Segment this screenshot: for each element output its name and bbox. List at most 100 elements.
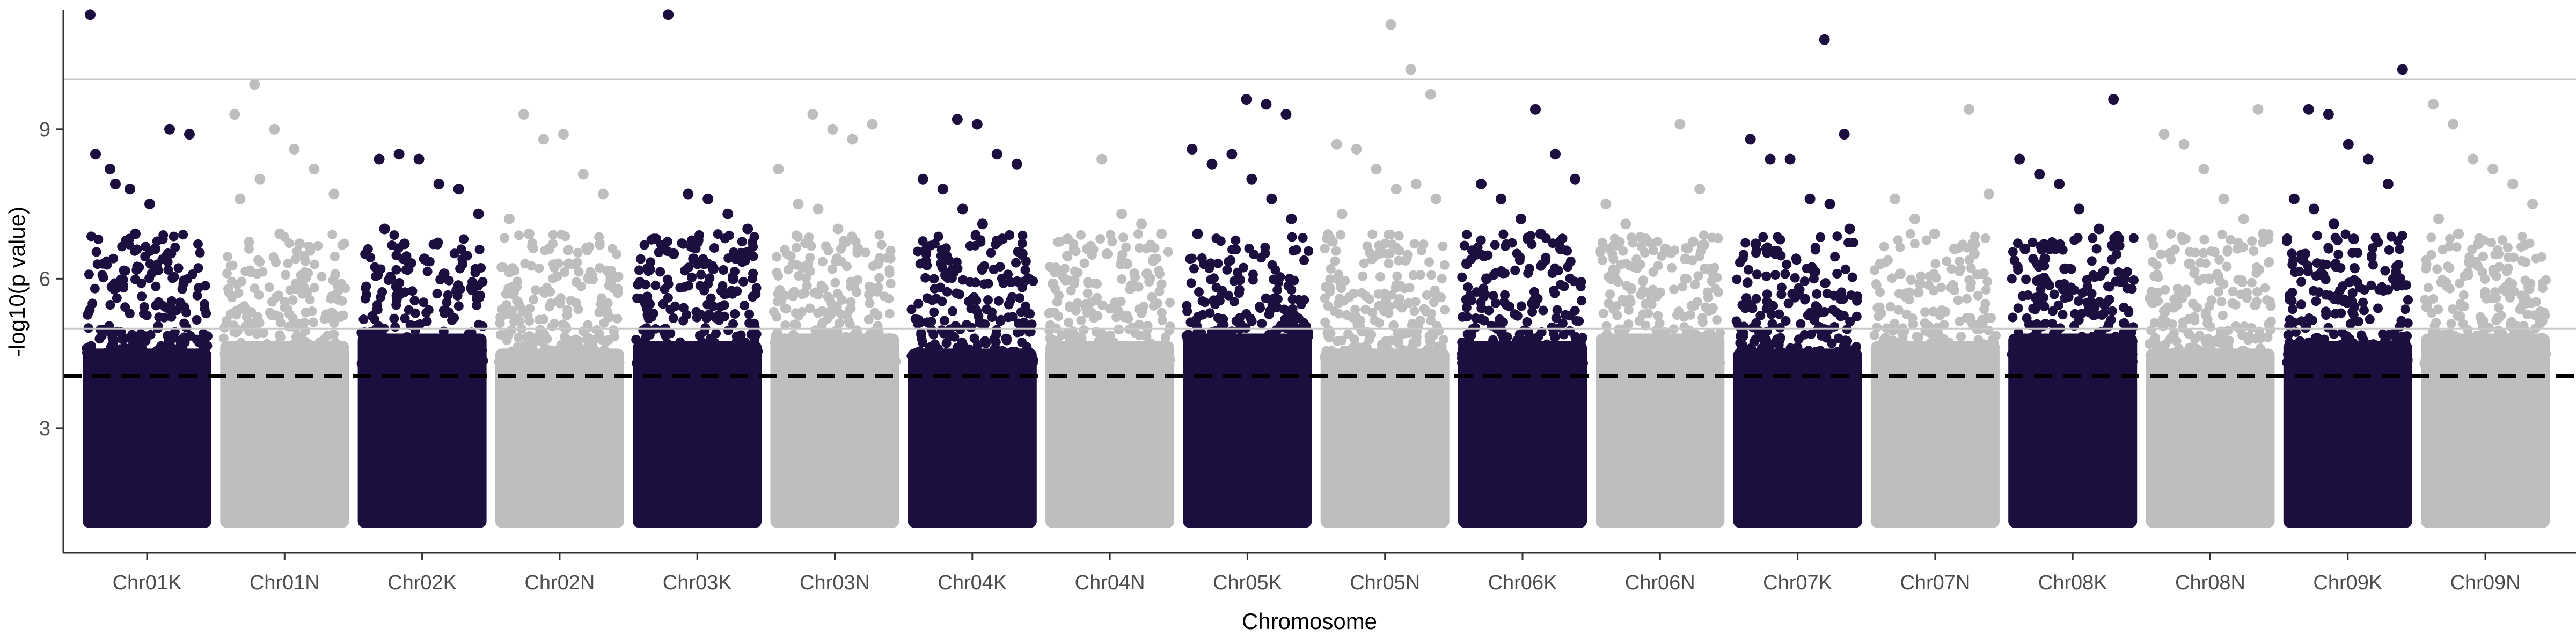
scatter-point [913,358,923,368]
scatter-point [679,282,690,292]
scatter-point [809,288,819,298]
scatter-point [218,333,229,343]
scatter-point [1072,355,1082,365]
peak-point-chr03n [773,164,784,175]
x-tick-label: Chr06N [1625,572,1695,594]
scatter-point [404,305,414,315]
peak-point-chr07n [1909,213,1920,224]
peak-point-chr09k [2328,218,2339,230]
scatter-point [290,284,301,294]
scatter-point [1553,266,1563,276]
scatter-point [1627,232,1636,243]
scatter-point [2160,284,2170,295]
scatter-point [323,355,333,364]
peak-point-chr08n [2258,228,2269,239]
peak-point-chr05k [1280,109,1292,120]
peak-point-chr08n [2164,248,2175,259]
scatter-point [1552,305,1562,315]
scatter-point [1894,289,1904,299]
scatter-point [2075,355,2085,365]
peak-point-chr02n [597,188,609,200]
scatter-point [1001,333,1011,343]
scatter-point [255,257,265,267]
scatter-point [449,248,459,259]
peak-point-chr09n [2468,153,2479,165]
scatter-point [640,357,650,367]
scatter-point [1359,352,1368,362]
scatter-point [1342,310,1352,320]
scatter-point [2163,302,2172,312]
scatter-point [534,263,544,273]
scatter-point [288,355,298,364]
scatter-point [740,301,750,311]
scatter-point [419,297,429,308]
scatter-point [558,322,568,332]
scatter-point [1476,235,1486,245]
peak-point-chr09k [2348,233,2359,245]
scatter-point [1500,268,1510,279]
scatter-point [1027,319,1037,330]
scatter-point [92,259,103,269]
peak-point-chr06k [1530,104,1541,115]
peak-points [85,9,2538,294]
scatter-point [1551,313,1561,323]
scatter-point [171,357,181,368]
scatter-point [2037,354,2047,364]
scatter-point [2432,264,2442,274]
scatter-point [1216,236,1226,246]
scatter-point [389,230,399,240]
scatter-point [1501,241,1510,251]
scatter-point [1500,290,1510,300]
scatter-point [992,325,1001,335]
scatter-point [2098,309,2109,319]
scatter-point [2044,334,2054,343]
scatter-point [920,273,931,283]
peak-point-chr05k [1266,193,1277,204]
scatter-point [1191,315,1201,325]
scatter-point [1294,313,1304,324]
scatter-point [1688,236,1699,246]
scatter-point [407,286,418,296]
scatter-point [1072,298,1082,308]
scatter-point [1334,298,1343,309]
scatter-point [1331,246,1341,256]
scatter-point [2244,331,2255,341]
scatter-point [987,312,997,323]
scatter-point [1957,345,1967,355]
scatter-point [603,266,613,276]
scatter-point [2022,313,2032,323]
scatter-point [169,272,179,282]
peak-point-chr01k [184,129,195,140]
scatter-point [791,308,801,318]
scatter-point [2524,330,2534,340]
peak-point-chr08k [2059,263,2070,274]
scatter-point [2503,252,2513,262]
scatter-point [2219,358,2229,369]
scatter-point [2247,236,2257,246]
scatter-point [1197,296,1208,306]
scatter-point [529,295,538,305]
scatter-point [1829,290,1839,301]
scatter-point [1083,277,1093,287]
scatter-point [1783,298,1794,309]
scatter-point [2070,309,2080,319]
scatter-point [1524,264,1534,274]
scatter-point [1780,269,1790,279]
scatter-point [1185,350,1195,360]
scatter-point [156,341,166,351]
scatter-point [1323,331,1333,341]
scatter-point [1052,336,1062,346]
scatter-point [1740,303,1750,313]
scatter-point [662,237,672,247]
scatter-point [1894,357,1904,367]
scatter-point [137,291,147,302]
peak-point-chr02n [543,243,554,254]
scatter-point [781,304,792,314]
scatter-point [1557,318,1568,328]
scatter-point [2294,266,2304,276]
scatter-point [275,358,285,368]
x-tick-label: Chr05K [1213,572,1282,594]
scatter-point [2316,270,2326,281]
scatter-point [192,315,202,325]
peak-point-chr06k [1550,149,1561,160]
